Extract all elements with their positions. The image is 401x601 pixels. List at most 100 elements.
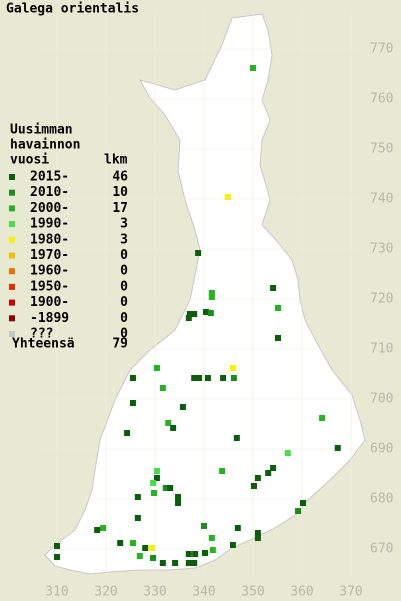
legend-label: 1970- bbox=[30, 248, 69, 263]
observation bbox=[185, 315, 192, 321]
observation bbox=[172, 560, 179, 566]
observation bbox=[179, 404, 186, 410]
legend-label: -1899 bbox=[30, 311, 69, 326]
y-tick-label: 700 bbox=[370, 392, 393, 407]
legend-count: 3 bbox=[120, 217, 128, 232]
observation bbox=[117, 540, 124, 546]
observation bbox=[153, 468, 160, 474]
observation bbox=[201, 550, 208, 556]
observation bbox=[136, 553, 143, 559]
observation bbox=[129, 400, 136, 406]
observation bbox=[54, 543, 60, 549]
y-tick-label: 750 bbox=[370, 142, 393, 157]
y-tick-label: 690 bbox=[370, 442, 393, 457]
observation bbox=[159, 385, 166, 391]
legend-count: 0 bbox=[120, 311, 128, 326]
observation bbox=[254, 535, 261, 541]
observation bbox=[202, 309, 209, 315]
legend-swatch bbox=[9, 205, 15, 212]
observation bbox=[195, 250, 202, 256]
y-tick-label: 740 bbox=[370, 192, 393, 207]
legend-swatch bbox=[9, 236, 15, 243]
y-tick-label: 730 bbox=[370, 242, 393, 257]
observation bbox=[151, 490, 158, 496]
observation bbox=[94, 527, 101, 533]
legend-count: 10 bbox=[112, 185, 128, 200]
observation bbox=[159, 560, 166, 566]
observation bbox=[192, 551, 199, 557]
observation bbox=[229, 365, 236, 371]
observation bbox=[150, 555, 157, 561]
observation bbox=[250, 483, 257, 489]
observation bbox=[274, 305, 281, 311]
observation bbox=[265, 470, 272, 476]
legend-swatch bbox=[9, 221, 15, 228]
legend-label: 1990- bbox=[30, 217, 69, 232]
y-tick-label: 670 bbox=[370, 542, 393, 557]
y-tick-label: 770 bbox=[370, 42, 393, 57]
observation bbox=[295, 508, 302, 514]
observation bbox=[100, 525, 107, 531]
observation bbox=[229, 542, 236, 548]
legend-label: 1980- bbox=[30, 232, 69, 247]
legend-swatch bbox=[9, 283, 15, 290]
legend-count: 0 bbox=[120, 248, 128, 263]
legend-swatch bbox=[9, 331, 15, 337]
y-tick-label: 720 bbox=[370, 292, 393, 307]
observation bbox=[204, 375, 211, 381]
observation bbox=[185, 551, 192, 557]
legend-count: 0 bbox=[120, 279, 128, 294]
observation bbox=[150, 480, 157, 486]
grid bbox=[40, 10, 365, 575]
legend-label: 1960- bbox=[30, 264, 69, 279]
observation bbox=[208, 535, 215, 541]
observation bbox=[170, 425, 177, 431]
map-title: Galega orientalis bbox=[6, 2, 139, 17]
x-tick-label: 310 bbox=[45, 585, 68, 600]
observation bbox=[250, 65, 256, 71]
legend-swatch bbox=[9, 189, 15, 196]
observation bbox=[225, 194, 232, 200]
observation bbox=[254, 530, 261, 536]
legend-count: 0 bbox=[120, 327, 128, 342]
observation bbox=[149, 545, 156, 551]
legend-label: 1900- bbox=[30, 295, 69, 310]
legend-count: 3 bbox=[120, 232, 128, 247]
observation bbox=[191, 375, 198, 381]
observation bbox=[319, 415, 326, 421]
observation bbox=[153, 365, 160, 371]
observation bbox=[129, 375, 136, 381]
legend-count: 0 bbox=[120, 264, 128, 279]
legend: 2015- 46 2010- 10 2000- 17 1990- 3 1980- 3 1970- 0 1… bbox=[9, 170, 128, 342]
legend-total: 79 bbox=[112, 337, 128, 352]
observation bbox=[208, 290, 215, 296]
observation bbox=[167, 485, 174, 491]
legend-swatch bbox=[9, 174, 15, 180]
observation bbox=[209, 547, 216, 553]
y-tick-label: 680 bbox=[370, 492, 393, 507]
observation bbox=[201, 523, 207, 529]
legend-title: Uusimman bbox=[10, 123, 73, 138]
observation bbox=[129, 540, 136, 546]
observation bbox=[191, 311, 198, 317]
legend-swatch bbox=[9, 315, 15, 322]
observation bbox=[54, 554, 60, 560]
y-tick-label: 760 bbox=[370, 92, 393, 107]
legend-swatch bbox=[9, 252, 15, 259]
observation bbox=[186, 311, 193, 317]
x-tick-label: 350 bbox=[241, 585, 264, 600]
legend-label: 2000- bbox=[30, 201, 69, 216]
x-tick-label: 370 bbox=[339, 585, 362, 600]
observation bbox=[234, 525, 241, 531]
legend-count: 0 bbox=[120, 295, 128, 310]
observation bbox=[230, 375, 237, 381]
observation bbox=[274, 335, 281, 341]
observation bbox=[162, 485, 169, 491]
legend-count: 46 bbox=[112, 170, 128, 185]
legend-count-header: lkm bbox=[104, 153, 128, 168]
observation bbox=[134, 494, 141, 500]
y-tick-label: 710 bbox=[370, 342, 393, 357]
observation bbox=[270, 285, 277, 291]
observation bbox=[196, 375, 203, 381]
